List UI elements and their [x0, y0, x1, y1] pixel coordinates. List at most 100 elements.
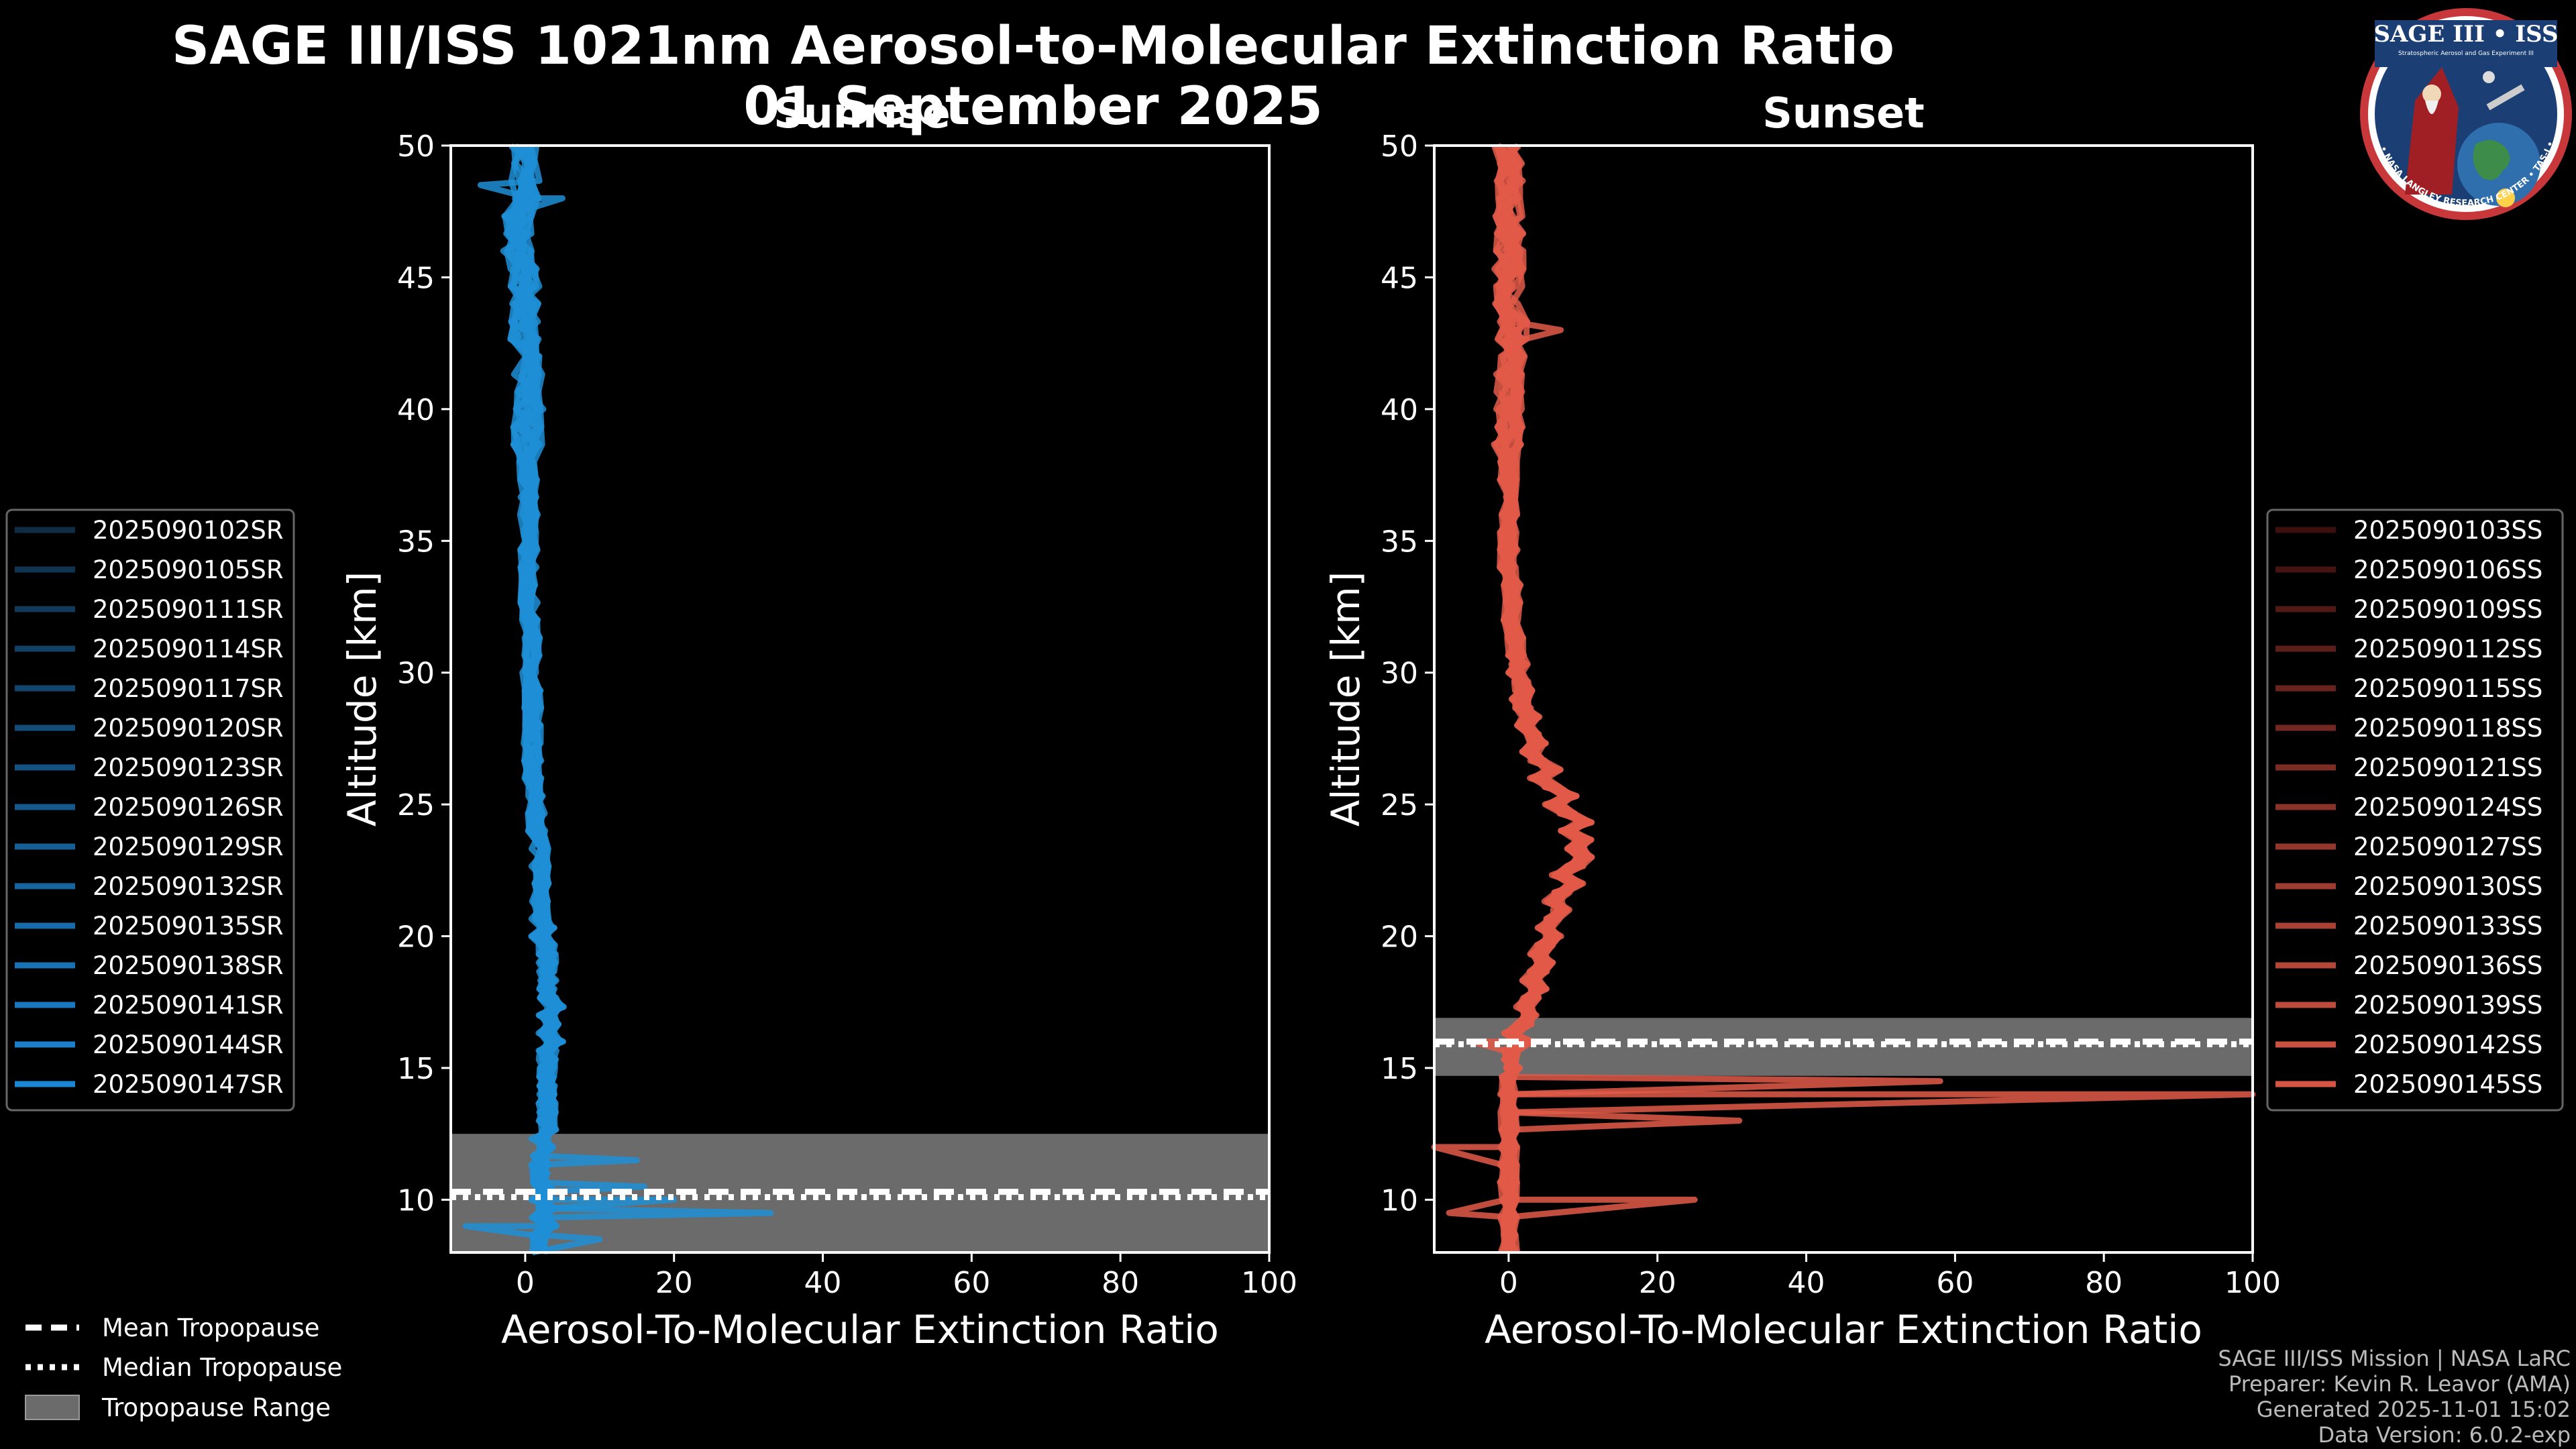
y-tick-label: 40 — [397, 393, 435, 427]
legend-entry: 2025090111SR — [93, 595, 284, 624]
legend-entry: 2025090105SR — [93, 555, 284, 584]
sunrise-legend: 2025090102SR 2025090105SR 2025090111SR 2025… — [5, 508, 295, 1112]
logo-header-band — [2375, 20, 2557, 67]
legend-entry: 2025090127SS — [2353, 833, 2542, 861]
y-tick-label: 10 — [1381, 1183, 1418, 1218]
x-tick-label: 100 — [2224, 1266, 2281, 1300]
sunset-y-label: Altitude [km] — [1323, 572, 1368, 826]
tropopause-legend: Mean Tropopause Median Tropopause Tropop… — [25, 1313, 342, 1422]
x-tick-label: 40 — [1788, 1266, 1825, 1300]
legend-entry: 2025090138SR — [93, 951, 284, 980]
legend-entry: 2025090103SS — [2353, 516, 2542, 545]
legend-entry: 2025090147SR — [93, 1070, 284, 1099]
sunset-legend: 2025090103SS 2025090106SS 2025090109SS 2025… — [2266, 508, 2564, 1112]
legend-entry: 2025090114SR — [93, 635, 284, 663]
sunrise-title: Sunrise — [773, 89, 951, 138]
x-tick-label: 0 — [1499, 1266, 1518, 1300]
range-legend-swatch — [25, 1395, 80, 1420]
x-tick-label: 100 — [1241, 1266, 1297, 1300]
legend-entry: 2025090144SR — [93, 1030, 284, 1059]
legend-entry: 2025090102SR — [93, 516, 284, 545]
x-tick-label: 60 — [953, 1266, 990, 1300]
sunrise-plot-frame — [449, 144, 1271, 1254]
credit-preparer: Preparer: Kevin R. Leavor (AMA) — [2229, 1371, 2571, 1397]
y-tick-label: 25 — [397, 788, 435, 822]
y-tick-label: 50 — [397, 129, 435, 164]
y-tick-label: 10 — [397, 1183, 435, 1218]
y-tick-label: 45 — [1381, 261, 1418, 295]
legend-entry: 2025090115SS — [2353, 674, 2542, 703]
sunrise-x-ticks: 0 20 40 60 80 100 — [516, 1252, 1297, 1300]
sunrise-panel: Sunrise 0 20 40 60 80 100 101520253035404550 … — [339, 89, 1297, 1352]
legend-entry: 2025090141SR — [93, 991, 284, 1020]
profile-line — [509, 144, 566, 1254]
legend-entry: 2025090112SS — [2353, 635, 2542, 663]
x-tick-label: 80 — [1102, 1266, 1139, 1300]
x-tick-label: 20 — [655, 1266, 693, 1300]
legend-entry: 2025090123SR — [93, 753, 284, 782]
legend-entry: 2025090133SS — [2353, 912, 2542, 941]
sun-icon — [2496, 189, 2515, 207]
sunrise-profiles — [462, 143, 774, 1256]
legend-entry: 2025090121SS — [2353, 753, 2542, 782]
x-tick-label: 60 — [1936, 1266, 1974, 1300]
sunset-x-ticks: 0 20 40 60 80 100 — [1499, 1252, 2281, 1300]
legend-entry: 2025090118SS — [2353, 714, 2542, 743]
wizard-beard-icon — [2425, 101, 2438, 114]
legend-entry: 2025090129SR — [93, 833, 284, 861]
y-tick-label: 15 — [1381, 1052, 1418, 1086]
iss-icon — [2486, 84, 2525, 111]
wizard-figure-icon — [2405, 67, 2459, 195]
continent-shape — [2473, 140, 2510, 180]
legend-entry: 2025090124SS — [2353, 793, 2542, 822]
legend-entry: 2025090117SR — [93, 674, 284, 703]
logo-name: SAGE III • ISS — [2373, 21, 2558, 48]
x-tick-label: 40 — [804, 1266, 842, 1300]
sunset-x-label: Aerosol-To-Molecular Extinction Ratio — [1485, 1307, 2202, 1352]
y-tick-label: 20 — [1381, 920, 1418, 955]
wizard-head-icon — [2422, 85, 2441, 103]
range-legend-label: Tropopause Range — [101, 1393, 331, 1422]
legend-entry: 2025090130SS — [2353, 872, 2542, 901]
y-tick-label: 35 — [1381, 525, 1418, 559]
sunrise-legend-box — [5, 508, 295, 1112]
sunset-title: Sunset — [1762, 89, 1925, 138]
credit-generated: Generated 2025-11-01 15:02 — [2257, 1397, 2571, 1422]
legend-entry: 2025090139SS — [2353, 991, 2542, 1020]
y-tick-label: 50 — [1381, 129, 1418, 164]
sunrise-x-label: Aerosol-To-Molecular Extinction Ratio — [501, 1307, 1219, 1352]
median-legend-label: Median Tropopause — [102, 1353, 342, 1382]
sunset-panel: Sunset 0 20 40 60 80 100 10 15 20 25 30 35 40 45 50 A… — [1323, 89, 2281, 1352]
x-tick-label: 0 — [516, 1266, 535, 1300]
sunrise-y-label: Altitude [km] — [339, 572, 385, 826]
y-tick-label: 15 — [397, 1052, 435, 1086]
mean-legend-label: Mean Tropopause — [102, 1313, 320, 1342]
legend-entry: 2025090109SS — [2353, 595, 2542, 624]
profile-line — [504, 143, 563, 1254]
credit-version: Data Version: 6.0.2-exp — [2318, 1422, 2571, 1448]
sunset-y-ticks: 10 15 20 25 30 35 40 45 50 — [1381, 129, 1434, 1218]
sunset-plot-frame — [1433, 144, 2254, 1254]
credits: SAGE III/ISS Mission | NASA LaRC Prepare… — [2218, 1346, 2571, 1448]
legend-entry: 2025090132SR — [93, 872, 284, 901]
y-tick-label: 45 — [397, 261, 435, 295]
profile-line — [1492, 144, 1593, 1254]
logo-subtitle: Stratospheric Aerosol and Gas Experiment… — [2398, 50, 2534, 57]
y-tick-label: 30 — [397, 657, 435, 691]
legend-entry: 2025090106SS — [2353, 555, 2542, 584]
legend-entry: 2025090120SR — [93, 714, 284, 743]
x-tick-label: 20 — [1639, 1266, 1676, 1300]
figure-title: SAGE III/ISS 1021nm Aerosol-to-Molecular… — [172, 16, 1894, 76]
legend-entry: 2025090135SR — [93, 912, 284, 941]
y-tick-label: 20 — [397, 920, 435, 955]
sunrise-y-ticks: 10 15 20 25 30 35 40 45 50 — [397, 129, 451, 1218]
legend-entry: 2025090142SS — [2353, 1030, 2542, 1059]
legend-entry: 2025090136SS — [2353, 951, 2542, 980]
legend-entry: 2025090145SS — [2353, 1070, 2542, 1099]
credit-mission: SAGE III/ISS Mission | NASA LaRC — [2218, 1346, 2571, 1371]
moon-icon — [2483, 71, 2495, 83]
x-tick-label: 80 — [2085, 1266, 2123, 1300]
y-tick-label: 30 — [1381, 657, 1418, 691]
legend-entry: 2025090126SR — [93, 793, 284, 822]
